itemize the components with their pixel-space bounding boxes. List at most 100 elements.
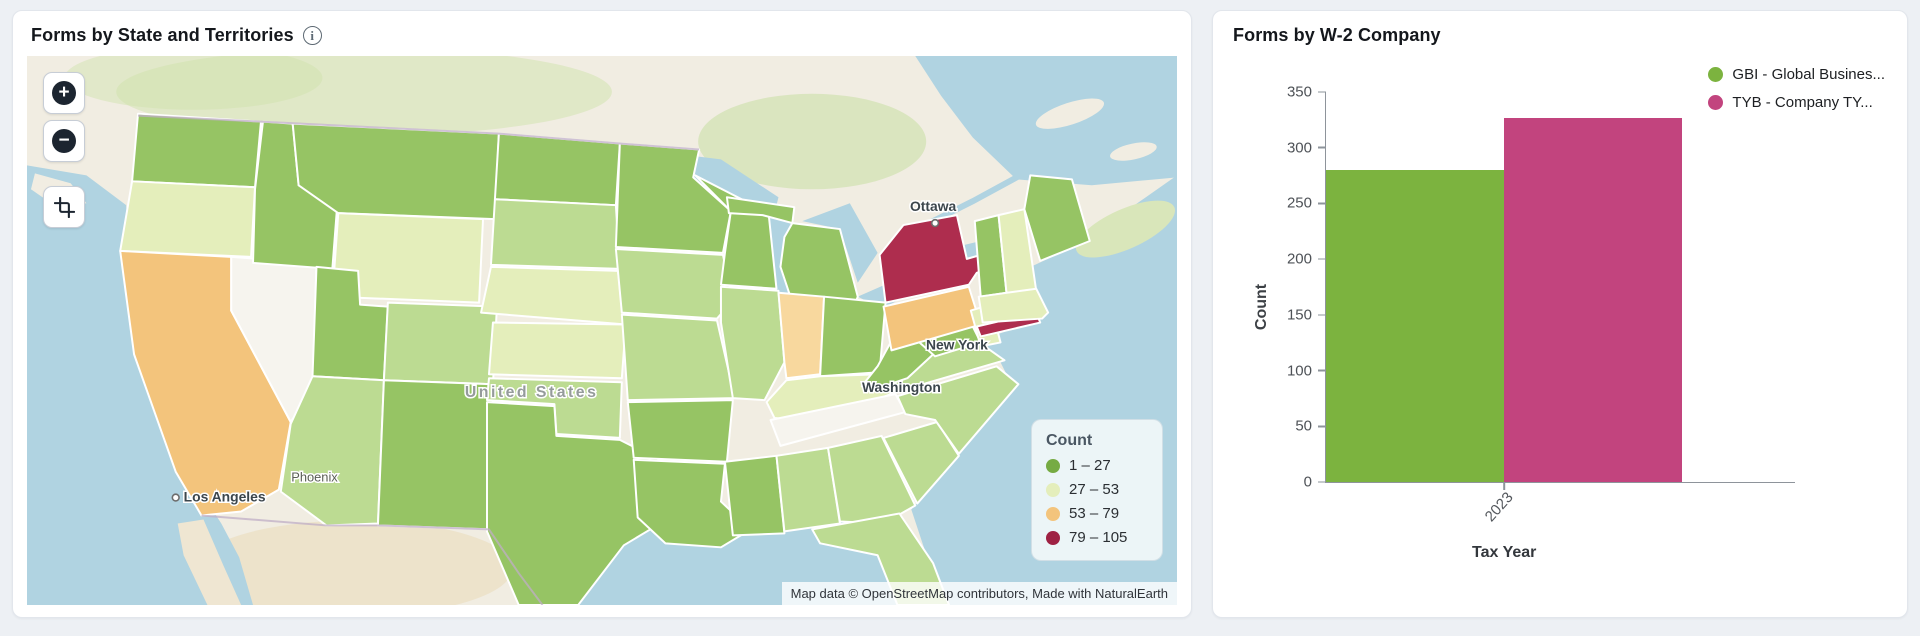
city-marker-icon — [930, 218, 940, 228]
minus-icon: − — [52, 129, 76, 153]
y-tick-mark — [1318, 481, 1326, 483]
y-tick-mark — [1318, 425, 1326, 428]
y-tick-100: 100 — [1287, 362, 1326, 379]
map-legend-label: 53 – 79 — [1069, 505, 1120, 522]
box-zoom-button[interactable] — [43, 186, 85, 228]
legend-dot-icon — [1708, 95, 1724, 110]
state-SD[interactable] — [489, 198, 621, 270]
bar-gbi[interactable] — [1326, 170, 1505, 482]
map-panel-header: Forms by State and Territories — [27, 23, 1177, 56]
y-tick-mark — [1318, 146, 1326, 149]
y-tick-label: 350 — [1286, 83, 1312, 101]
state-ND[interactable] — [493, 132, 621, 207]
chart-legend-item[interactable]: TYB - Company TY... — [1708, 94, 1885, 111]
state-AR[interactable] — [626, 399, 734, 463]
state-NM[interactable] — [376, 379, 494, 531]
terrain-tints — [64, 56, 927, 605]
y-tick-mark — [1318, 314, 1326, 316]
bar-tyb[interactable] — [1504, 117, 1683, 482]
state-MI[interactable] — [725, 196, 796, 225]
legend-swatch-icon — [1046, 530, 1060, 545]
map-label: Los Angeles — [184, 489, 266, 505]
legend-swatch-icon — [1046, 482, 1060, 497]
state-ME[interactable] — [1023, 174, 1091, 262]
y-tick-mark — [1318, 258, 1326, 260]
y-tick-0: 0 — [1304, 474, 1326, 491]
map-legend-label: 1 – 27 — [1069, 457, 1111, 474]
chart-legend-label: TYB - Company TY... — [1732, 94, 1873, 111]
y-tick-label: 250 — [1286, 194, 1312, 212]
st-lawrence-river — [926, 172, 1024, 227]
y-tick-mark — [1318, 369, 1326, 372]
us-choropleth-svg[interactable]: Ottawa New York Washington United States Los… — [27, 56, 1177, 605]
crop-icon — [53, 196, 75, 218]
zoom-out-button[interactable]: − — [43, 120, 85, 162]
us-mexico-border — [201, 514, 544, 605]
map-labels-layer: Ottawa New York Washington United States Los… — [171, 197, 990, 506]
zoom-in-button[interactable]: + — [43, 72, 85, 114]
map-label: United States — [465, 384, 599, 401]
plus-icon: + — [52, 81, 76, 105]
y-tick-label: 300 — [1286, 139, 1312, 157]
y-tick-label: 100 — [1286, 362, 1312, 380]
y-tick-250: 250 — [1287, 195, 1326, 212]
y-axis-title: Count — [1253, 283, 1271, 330]
chart-panel-header: Forms by W-2 Company — [1229, 23, 1891, 56]
legend-swatch-icon — [1046, 506, 1060, 521]
city-marker-icon — [171, 493, 180, 502]
map-attribution: Map data © OpenStreetMap contributors, M… — [781, 582, 1177, 605]
x-tick-label: 2023 — [1481, 489, 1517, 526]
map-legend-label: 79 – 105 — [1069, 529, 1128, 546]
y-tick-50: 50 — [1295, 418, 1326, 435]
state-SC[interactable] — [882, 421, 960, 505]
state-IL[interactable] — [719, 285, 786, 402]
states-layer — [119, 112, 1091, 605]
chart-legend: GBI - Global Busines... TYB - Company TY.… — [1708, 66, 1885, 111]
state-OH[interactable] — [819, 295, 887, 378]
baja-california — [177, 519, 242, 605]
plot-area: 0 50 100 150 200 250 300 350 2023 Tax Year — [1287, 84, 1795, 561]
chart-legend-item[interactable]: GBI - Global Busines... — [1708, 66, 1885, 83]
state-IA[interactable] — [614, 247, 734, 320]
y-tick-label: 0 — [1303, 473, 1312, 491]
state-MO[interactable] — [620, 313, 736, 402]
map-legend-title: Count — [1046, 432, 1093, 449]
panel-forms-by-state: Forms by State and Territories — [12, 10, 1192, 618]
map-legend: Count 1 – 27 27 – 53 53 – 79 79 – 105 — [1031, 419, 1163, 561]
chart-legend-label: GBI - Global Busines... — [1732, 66, 1885, 83]
map-controls: + − — [43, 72, 85, 228]
state-CO[interactable] — [382, 301, 498, 386]
legend-dot-icon — [1708, 67, 1724, 82]
state-LA[interactable] — [632, 458, 752, 549]
y-tick-200: 200 — [1287, 251, 1326, 268]
map-legend-item: 79 – 105 — [1046, 529, 1144, 546]
state-NC[interactable] — [896, 365, 1020, 455]
y-tick-label: 150 — [1286, 306, 1312, 324]
y-tick-label: 200 — [1286, 250, 1312, 268]
panel-forms-by-company: Forms by W-2 Company GBI - Global Busine… — [1212, 10, 1908, 618]
y-tick-label: 50 — [1295, 417, 1312, 435]
x-tick-mark — [1503, 482, 1506, 490]
y-tick-mark — [1318, 91, 1326, 93]
y-tick-150: 150 — [1287, 306, 1326, 323]
map-legend-item: 1 – 27 — [1046, 457, 1144, 474]
state-WA[interactable] — [131, 112, 262, 189]
map-label: Ottawa — [910, 198, 957, 214]
y-tick-350: 350 — [1287, 84, 1326, 101]
country-borders — [137, 114, 700, 605]
legend-swatch-icon — [1046, 458, 1060, 473]
state-IN[interactable] — [777, 291, 826, 380]
state-MA[interactable] — [977, 287, 1050, 324]
info-icon[interactable] — [302, 26, 322, 45]
bar-chart: GBI - Global Busines... TYB - Company TY.… — [1229, 56, 1891, 605]
map-legend-item: 27 – 53 — [1046, 481, 1144, 498]
choropleth-map[interactable]: Ottawa New York Washington United States Los… — [27, 56, 1177, 605]
state-MS[interactable] — [723, 454, 786, 537]
state-OR[interactable] — [119, 180, 257, 258]
state-KS[interactable] — [487, 321, 627, 380]
map-label: Phoenix — [291, 470, 338, 485]
us-canada-border — [137, 114, 700, 151]
y-tick-300: 300 — [1287, 139, 1326, 156]
map-legend-label: 27 – 53 — [1069, 481, 1120, 498]
